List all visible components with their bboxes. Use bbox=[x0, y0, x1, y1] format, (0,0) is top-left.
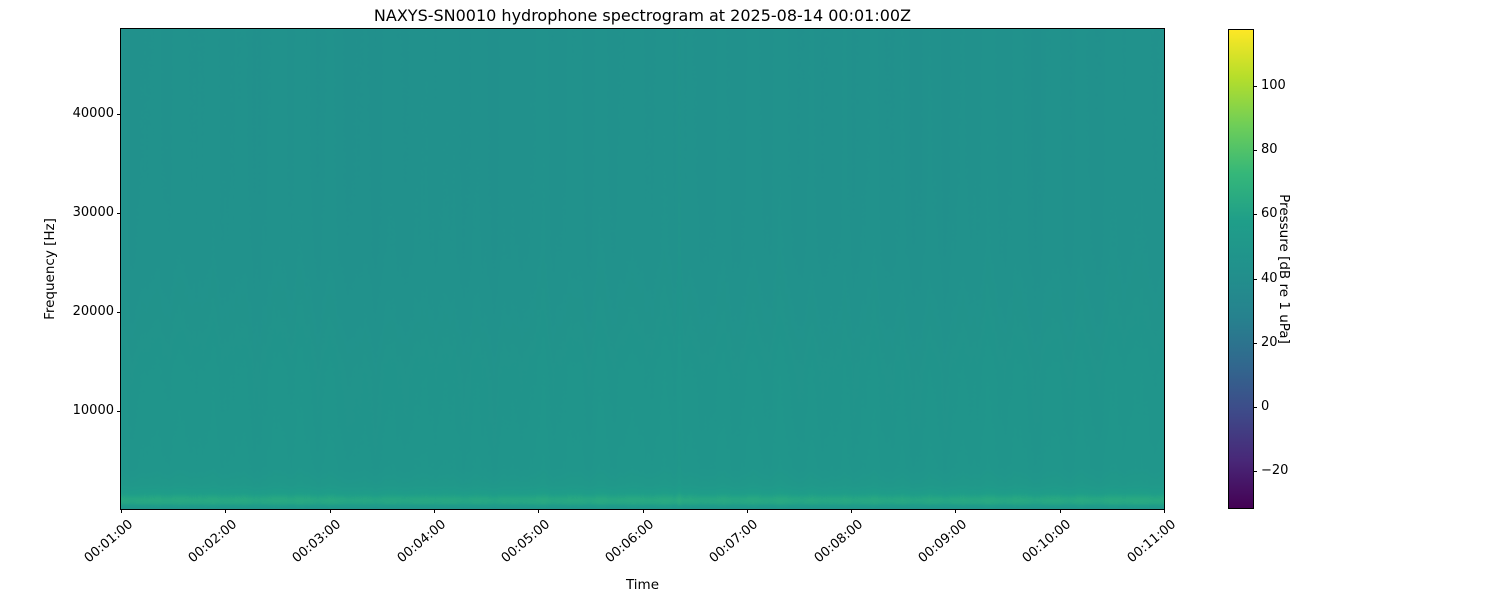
colorbar-tick-mark bbox=[1253, 214, 1257, 216]
plot-area bbox=[120, 28, 1165, 510]
x-tick-mark bbox=[433, 509, 435, 513]
x-tick-label: 00:11:00 bbox=[1124, 517, 1179, 567]
y-tick-label: 10000 bbox=[72, 403, 114, 419]
colorbar-tick-mark bbox=[1253, 150, 1257, 152]
x-tick-mark bbox=[1164, 509, 1165, 513]
x-tick-label: 00:03:00 bbox=[289, 517, 345, 567]
colorbar-tick-mark bbox=[1253, 342, 1257, 344]
x-tick-label: 00:08:00 bbox=[811, 517, 866, 567]
x-tick-mark bbox=[955, 509, 957, 513]
x-tick-label: 00:09:00 bbox=[915, 517, 971, 567]
x-tick-mark bbox=[538, 509, 540, 513]
y-tick-mark bbox=[117, 411, 121, 413]
x-tick-mark bbox=[329, 509, 331, 513]
y-tick-mark bbox=[117, 114, 121, 116]
colorbar-tick-label: 80 bbox=[1261, 142, 1278, 158]
y-tick-mark bbox=[117, 213, 121, 215]
colorbar-label: Pressure [dB re 1 uPa] bbox=[1276, 194, 1292, 344]
x-tick-label: 00:06:00 bbox=[602, 517, 658, 567]
colorbar-tick-mark bbox=[1253, 86, 1257, 88]
x-tick-mark bbox=[121, 509, 122, 513]
colorbar-tick-label: −20 bbox=[1261, 463, 1289, 479]
x-tick-mark bbox=[851, 509, 853, 513]
x-tick-label: 00:05:00 bbox=[498, 517, 553, 567]
x-tick-mark bbox=[1059, 509, 1061, 513]
x-axis-label: Time bbox=[625, 577, 660, 593]
y-tick-label: 40000 bbox=[72, 106, 114, 122]
colorbar-tick-mark bbox=[1253, 406, 1257, 408]
colorbar-tick-mark bbox=[1253, 471, 1257, 473]
x-tick-label: 00:02:00 bbox=[185, 517, 240, 567]
x-tick-label: 00:01:00 bbox=[81, 517, 136, 567]
x-tick-mark bbox=[746, 509, 748, 513]
colorbar-tick-label: 100 bbox=[1261, 78, 1286, 94]
x-tick-mark bbox=[642, 509, 644, 513]
x-tick-label: 00:10:00 bbox=[1019, 517, 1075, 567]
y-tick-label: 30000 bbox=[72, 205, 114, 221]
chart-title: NAXYS-SN0010 hydrophone spectrogram at 2… bbox=[373, 6, 912, 25]
y-tick-label: 20000 bbox=[72, 304, 114, 320]
x-tick-mark bbox=[225, 509, 227, 513]
colorbar bbox=[1228, 29, 1254, 509]
y-tick-mark bbox=[117, 312, 121, 314]
x-tick-label: 00:04:00 bbox=[394, 517, 449, 567]
colorbar-tick-mark bbox=[1253, 278, 1257, 280]
x-tick-label: 00:07:00 bbox=[707, 517, 762, 567]
colorbar-tick-label: 40 bbox=[1261, 270, 1278, 286]
colorbar-tick-label: 60 bbox=[1261, 206, 1278, 222]
colorbar-tick-label: 0 bbox=[1261, 398, 1270, 414]
spectrogram-canvas bbox=[121, 29, 1164, 509]
colorbar-tick-label: 20 bbox=[1261, 334, 1278, 350]
